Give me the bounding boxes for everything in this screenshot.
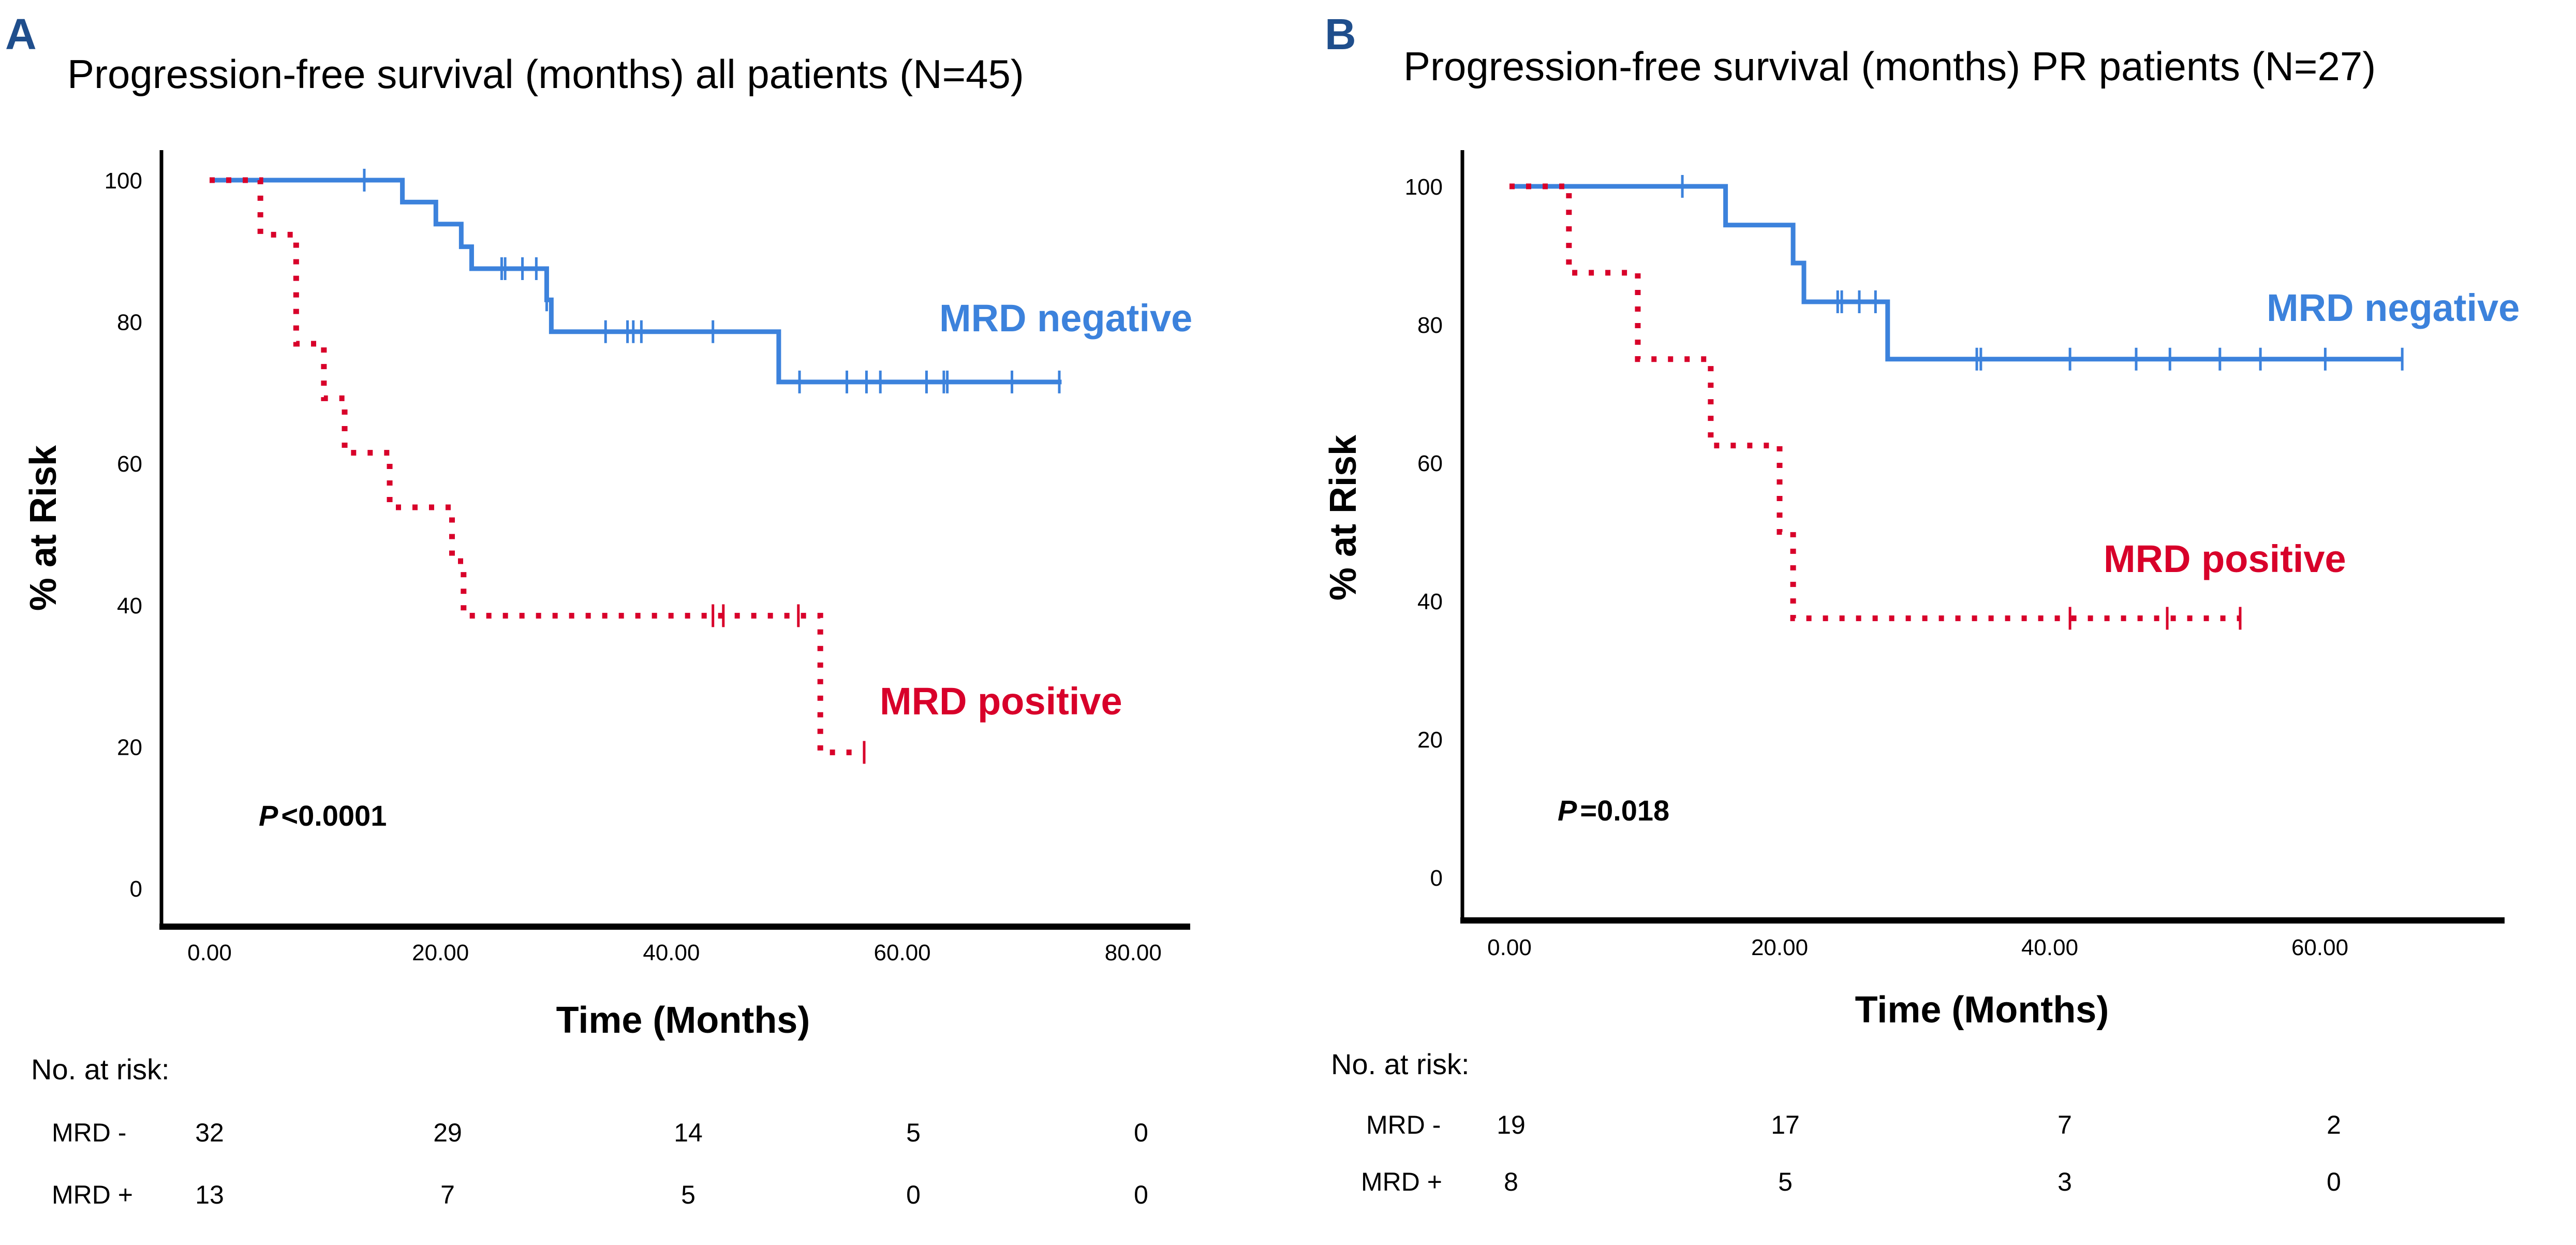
y-tick-label: 40 [117, 593, 142, 619]
x-tick-labels-a: 0.00 20.00 40.00 60.00 80.00 [187, 940, 1162, 965]
panel-b: B Progression-free survival (months) PR … [1323, 10, 2520, 1196]
risk-row-label: MRD + [52, 1180, 133, 1209]
y-axis-title-b: % at Risk [1323, 434, 1364, 600]
risk-table-b: No. at risk: MRD - MRD + 19 17 7 2 8 5 3… [1331, 1048, 2341, 1196]
km-curve-mrd-negative [210, 178, 1062, 385]
risk-cell: 7 [440, 1180, 455, 1209]
risk-cell: 5 [681, 1180, 695, 1209]
x-axis-title-a: Time (Months) [556, 1000, 810, 1041]
panel-a: A Progression-free survival (months) all… [5, 10, 1192, 1209]
y-tick-label: 80 [117, 310, 142, 335]
series-label-mrd-negative-b: MRD negative [2267, 286, 2520, 329]
x-tick-label: 20.00 [412, 940, 469, 965]
y-tick-label: 100 [1405, 174, 1443, 200]
risk-row-label: MRD - [52, 1118, 126, 1147]
y-tick-label: 60 [117, 451, 142, 477]
x-tick-label: 60.00 [874, 940, 931, 965]
x-tick-label: 80.00 [1105, 940, 1162, 965]
km-curve-mrd-negative [1509, 184, 2403, 362]
panel-letter-b: B [1325, 10, 1356, 58]
risk-cell: 13 [195, 1180, 224, 1209]
y-tick-label: 20 [117, 735, 142, 760]
risk-cell: 0 [906, 1180, 921, 1209]
y-tick-label: 100 [105, 168, 142, 194]
risk-row-mrd-negative: 19 17 7 2 [1497, 1110, 2341, 1139]
x-tick-label: 40.00 [643, 940, 700, 965]
x-axis-title-b: Time (Months) [1855, 989, 2109, 1031]
y-tick-labels-a: 0 20 40 60 80 100 [105, 168, 142, 902]
y-tick-label: 0 [130, 876, 142, 902]
p-value-text: <0.0001 [281, 799, 387, 832]
x-tick-label: 0.00 [1487, 935, 1532, 960]
panel-letter-a: A [5, 10, 37, 58]
p-value-text: =0.018 [1580, 794, 1669, 827]
series-label-mrd-positive-a: MRD positive [880, 680, 1122, 723]
risk-cell: 19 [1497, 1110, 1526, 1139]
risk-cell: 32 [195, 1118, 224, 1147]
x-tick-label: 60.00 [2291, 935, 2348, 960]
series-label-mrd-positive-b: MRD positive [2104, 537, 2346, 580]
risk-cell: 0 [1134, 1118, 1148, 1147]
y-axis-title-a: % at Risk [23, 445, 64, 611]
risk-cell: 14 [674, 1118, 703, 1147]
risk-table-heading: No. at risk: [31, 1053, 170, 1086]
y-tick-label: 20 [1417, 727, 1443, 753]
y-tick-labels-b: 0 20 40 60 80 100 [1405, 174, 1443, 891]
y-tick-label: 60 [1417, 451, 1443, 476]
x-tick-labels-b: 0.00 20.00 40.00 60.00 [1487, 935, 2348, 960]
x-tick-label: 20.00 [1751, 935, 1808, 960]
plot-area-a [210, 169, 1062, 764]
risk-row-mrd-positive: 8 5 3 0 [1504, 1167, 2341, 1196]
chart-title-b: Progression-free survival (months) PR pa… [1403, 43, 2376, 89]
p-symbol: P [259, 799, 278, 832]
km-curve-mrd-positive [1509, 183, 2241, 621]
y-tick-label: 80 [1417, 313, 1443, 338]
km-curve-mrd-positive [210, 177, 864, 755]
y-tick-label: 40 [1417, 589, 1443, 614]
x-tick-label: 40.00 [2021, 935, 2078, 960]
risk-cell: 29 [433, 1118, 462, 1147]
risk-cell: 3 [2057, 1167, 2072, 1196]
series-label-mrd-negative-a: MRD negative [939, 297, 1192, 340]
risk-table-heading: No. at risk: [1331, 1048, 1470, 1080]
risk-cell: 5 [1778, 1167, 1793, 1196]
risk-cell: 7 [2057, 1110, 2072, 1139]
p-value-b: P =0.018 [1558, 794, 1669, 827]
risk-row-mrd-negative: 32 29 14 5 0 [195, 1118, 1148, 1147]
y-tick-label: 0 [1430, 866, 1443, 891]
p-value-a: P <0.0001 [259, 799, 387, 832]
risk-cell: 8 [1504, 1167, 1518, 1196]
risk-cell: 17 [1771, 1110, 1800, 1139]
chart-title-a: Progression-free survival (months) all p… [67, 51, 1024, 97]
risk-table-a: No. at risk: MRD - MRD + 32 29 14 5 0 13… [31, 1053, 1148, 1209]
plot-area-b [1509, 175, 2404, 630]
risk-row-label: MRD + [1361, 1167, 1442, 1196]
p-symbol: P [1558, 794, 1577, 827]
risk-row-label: MRD - [1366, 1110, 1441, 1139]
risk-cell: 5 [906, 1118, 921, 1147]
x-tick-label: 0.00 [187, 940, 232, 965]
risk-cell: 0 [1134, 1180, 1148, 1209]
risk-cell: 0 [2327, 1167, 2341, 1196]
risk-cell: 2 [2327, 1110, 2341, 1139]
risk-row-mrd-positive: 13 7 5 0 0 [195, 1180, 1148, 1209]
